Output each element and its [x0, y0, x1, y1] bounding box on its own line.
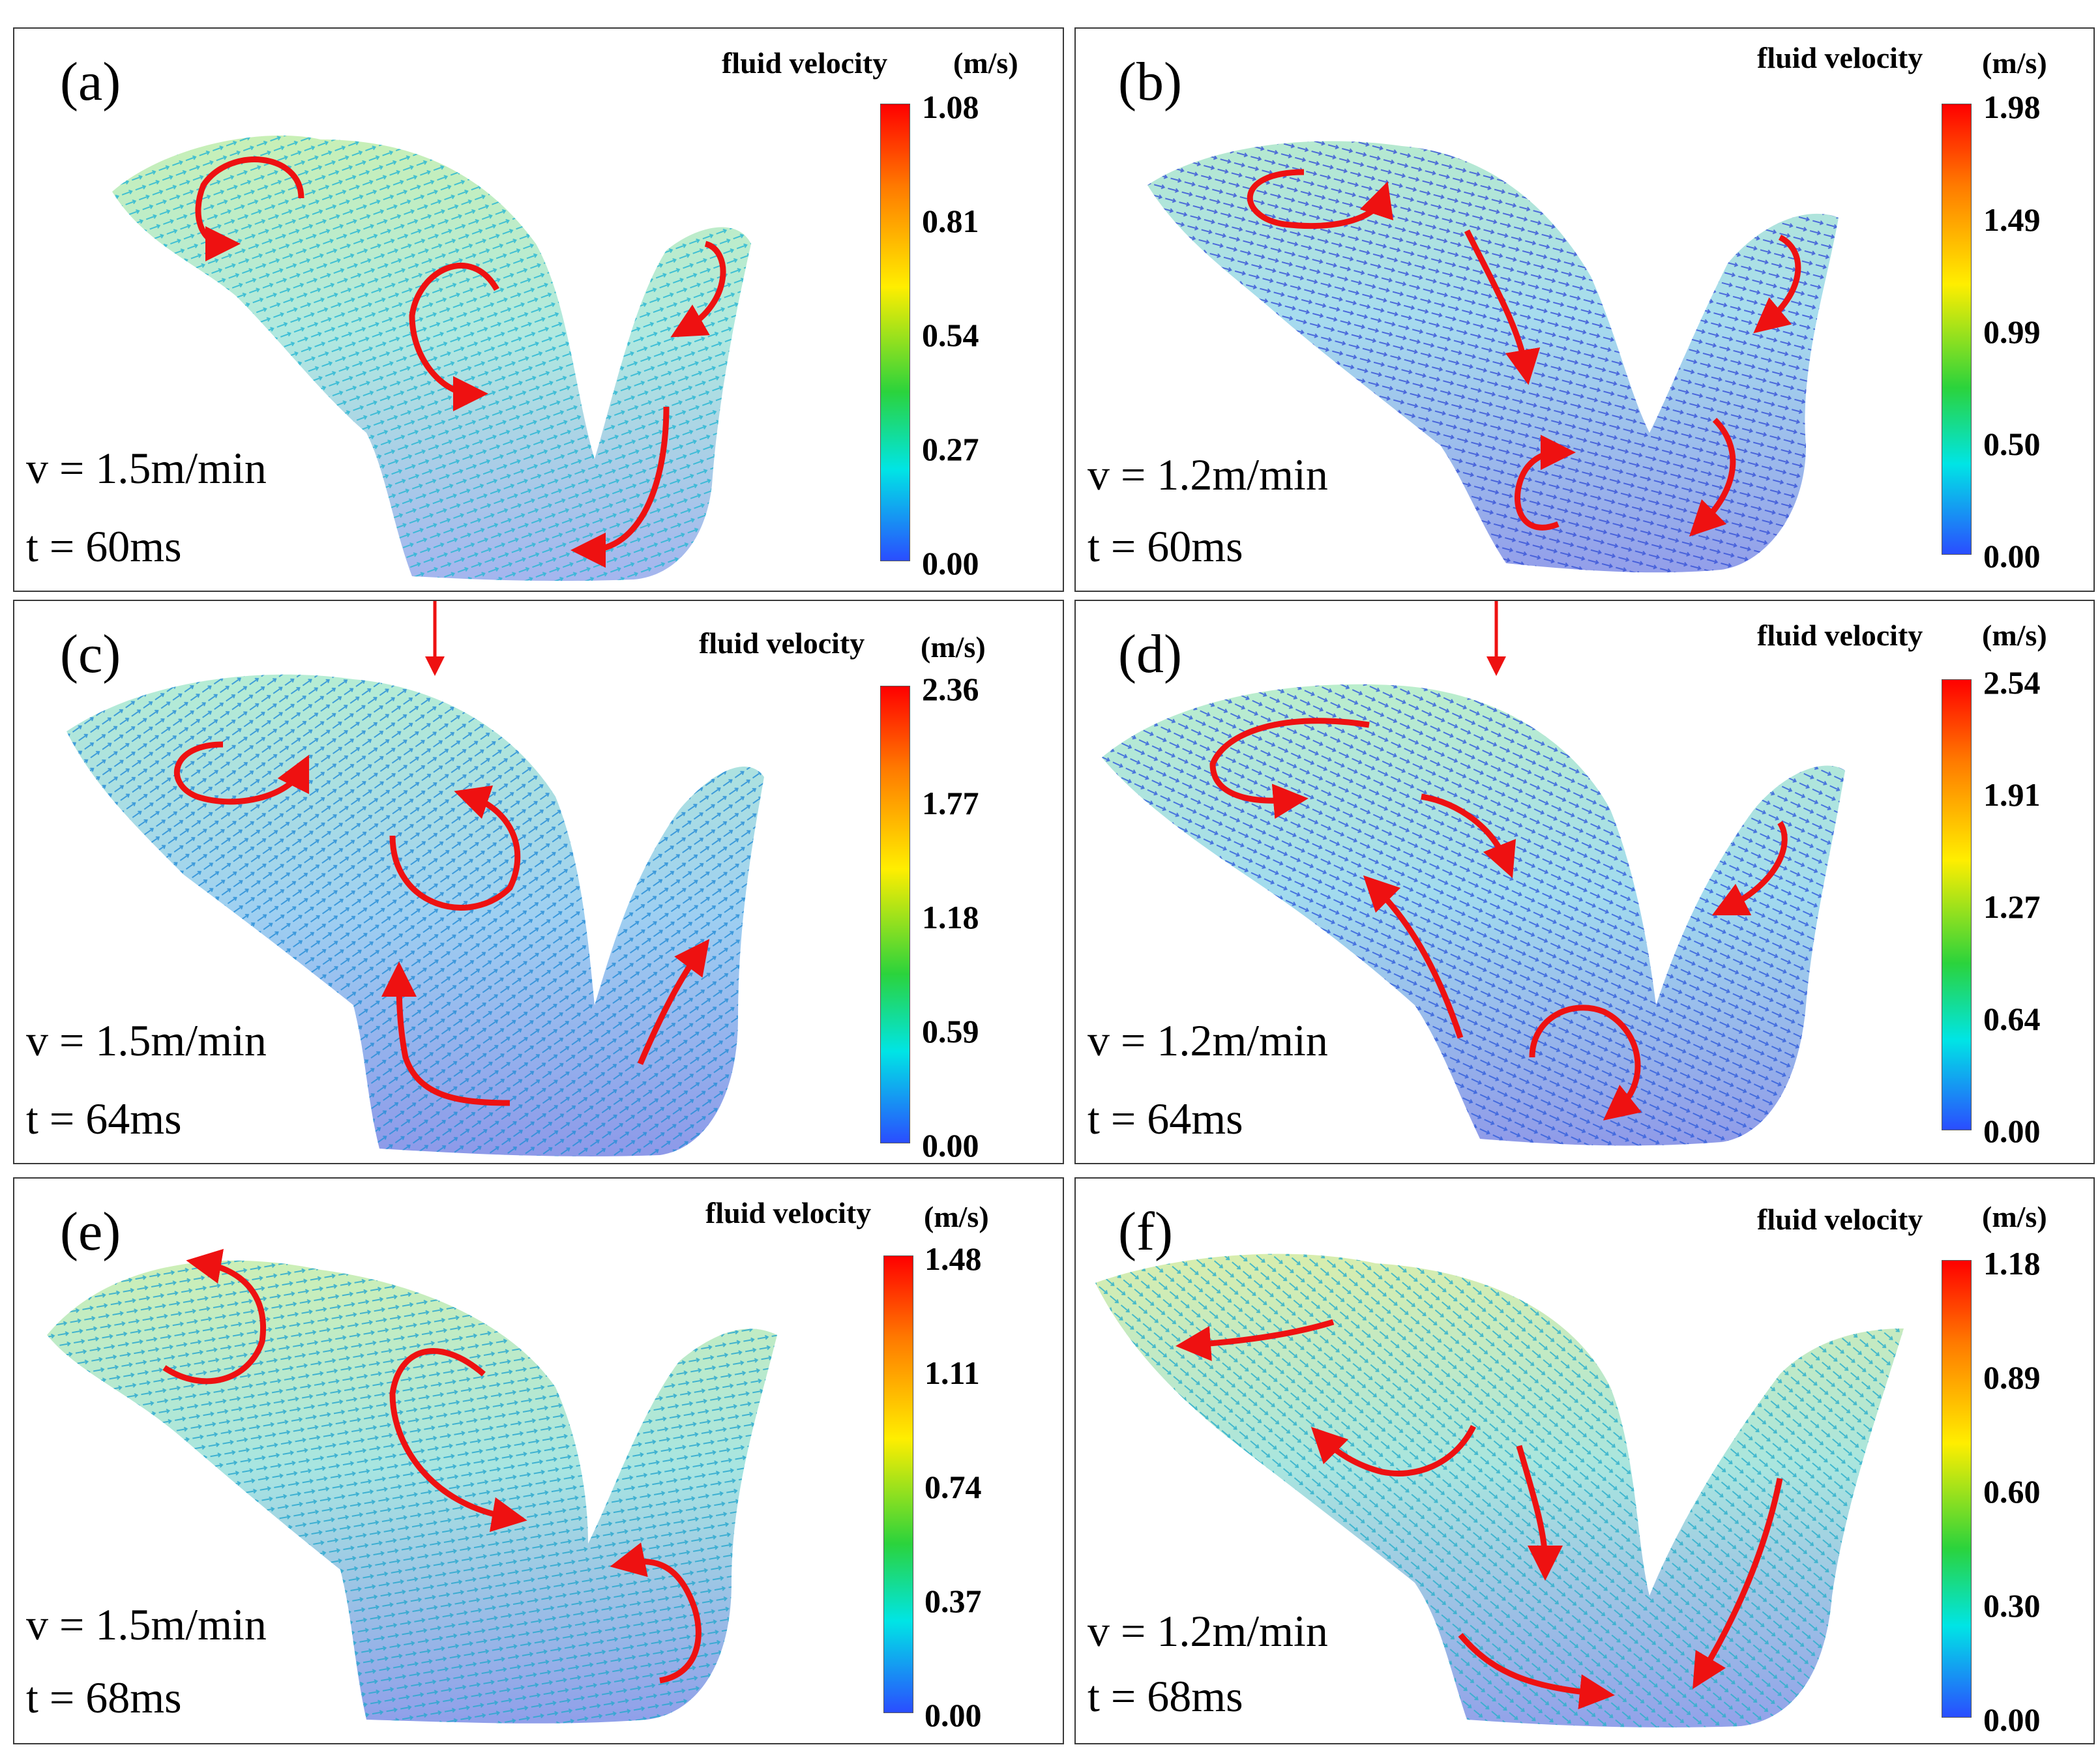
colorbar-tick-d-0: 2.54	[1983, 664, 2041, 701]
time-stamp-d: t = 64ms	[1087, 1094, 1243, 1143]
colorbar-d	[1942, 679, 1972, 1130]
colorbar-title-c: fluid velocity	[699, 626, 865, 660]
velocity-condition-b: v = 1.2m/min	[1087, 450, 1328, 499]
colorbar-tick-e-0: 1.48	[924, 1241, 982, 1277]
vortex-arrows-e	[162, 1248, 702, 1684]
colorbar-tick-c-1: 1.77	[922, 785, 979, 821]
colorbar-tick-f-1: 0.89	[1983, 1359, 2041, 1396]
colorbar-unit-f: (m/s)	[1982, 1200, 2047, 1233]
colorbar-tick-b-2: 0.99	[1983, 314, 2041, 350]
velocity-field-e	[47, 1248, 777, 1724]
colorbar-tick-b-0: 1.98	[1983, 89, 2041, 125]
velocity-condition-c: v = 1.5m/min	[26, 1016, 267, 1065]
colorbar-e	[883, 1255, 913, 1713]
time-stamp-a: t = 60ms	[26, 521, 182, 571]
panel-label-a: (a)	[60, 51, 121, 112]
colorbar-title-e: fluid velocity	[705, 1196, 872, 1229]
colorbar-b	[1942, 104, 1972, 555]
panel-f: (f) v = 1.2m/min t = 68ms fluid velocity…	[1074, 1177, 2095, 1744]
colorbar-tick-a-4: 0.00	[922, 545, 979, 581]
panel-a: (a) v = 1.5m/min t = 60ms fluid velocity…	[13, 27, 1064, 592]
velocity-field-c	[67, 601, 764, 1156]
colorbar-title-b: fluid velocity	[1757, 41, 1923, 74]
colorbar-tick-c-4: 0.00	[922, 1127, 979, 1164]
colorbar-c	[880, 686, 910, 1143]
velocity-condition-a: v = 1.5m/min	[26, 443, 267, 493]
velocity-field-f	[1095, 1254, 1904, 1727]
colorbar-f	[1942, 1260, 1972, 1718]
colorbar-tick-b-1: 1.49	[1983, 201, 2041, 238]
colorbar-tick-f-2: 0.60	[1983, 1473, 2041, 1510]
colorbar-tick-b-4: 0.00	[1983, 538, 2041, 574]
panel-e: (e) v = 1.5m/min t = 68ms fluid velocity…	[13, 1177, 1064, 1744]
colorbar-tick-a-0: 1.08	[922, 89, 979, 125]
colorbar-tick-f-3: 0.30	[1983, 1587, 2041, 1624]
colorbar-tick-e-2: 0.74	[924, 1469, 982, 1505]
colorbar-tick-a-3: 0.27	[922, 431, 979, 467]
colorbar-tick-a-2: 0.54	[922, 317, 979, 353]
time-stamp-e: t = 68ms	[26, 1673, 182, 1722]
velocity-field-a	[112, 135, 751, 581]
colorbar-tick-c-2: 1.18	[922, 899, 979, 935]
colorbar-tick-f-0: 1.18	[1983, 1245, 2041, 1282]
colorbar-tick-d-2: 1.27	[1983, 888, 2041, 925]
velocity-condition-e: v = 1.5m/min	[26, 1600, 267, 1649]
panel-b: (b) v = 1.2m/min t = 60ms fluid velocity…	[1074, 27, 2095, 592]
velocity-field-d	[1102, 601, 1845, 1146]
colorbar-tick-c-3: 0.59	[922, 1013, 979, 1050]
time-stamp-b: t = 60ms	[1087, 521, 1243, 571]
time-stamp-f: t = 68ms	[1087, 1671, 1243, 1721]
colorbar-tick-b-3: 0.50	[1983, 426, 2041, 462]
colorbar-tick-d-1: 1.91	[1983, 776, 2041, 813]
vortex-arrows-c	[174, 741, 710, 1106]
colorbar-tick-f-4: 0.00	[1983, 1701, 2041, 1738]
colorbar-tick-e-4: 0.00	[924, 1697, 982, 1733]
colorbar-title-f: fluid velocity	[1757, 1203, 1923, 1236]
panel-d: (d) v = 1.2m/min t = 64ms fluid velocity…	[1074, 600, 2095, 1164]
vortex-arrows-f	[1176, 1319, 1783, 1710]
panel-c: (c) v = 1.5m/min t = 64ms fluid velocity…	[13, 600, 1064, 1164]
colorbar-tick-d-3: 0.64	[1983, 1001, 2041, 1037]
colorbar-tick-c-0: 2.36	[922, 671, 979, 707]
colorbar-unit-e: (m/s)	[924, 1200, 989, 1233]
vortex-arrows-b	[1247, 169, 1801, 537]
panel-label-f: (f)	[1118, 1201, 1173, 1262]
vortex-arrows-d	[1209, 718, 1788, 1121]
colorbar-a	[880, 104, 910, 561]
panel-label-b: (b)	[1118, 51, 1182, 112]
panel-label-c: (c)	[60, 624, 121, 684]
panel-label-e: (e)	[60, 1201, 121, 1262]
colorbar-tick-e-3: 0.37	[924, 1583, 982, 1619]
colorbar-unit-c: (m/s)	[921, 630, 986, 664]
colorbar-title-a: fluid velocity	[722, 46, 888, 80]
vortex-arrows-a	[195, 156, 726, 568]
colorbar-title-d: fluid velocity	[1757, 619, 1923, 652]
colorbar-unit-b: (m/s)	[1982, 46, 2047, 80]
colorbar-unit-a: (m/s)	[953, 46, 1018, 80]
colorbar-tick-a-1: 0.81	[922, 203, 979, 239]
colorbar-tick-e-1: 1.11	[924, 1355, 980, 1391]
colorbar-tick-d-4: 0.00	[1983, 1113, 2041, 1149]
velocity-condition-d: v = 1.2m/min	[1087, 1016, 1328, 1065]
velocity-field-b	[1147, 141, 1839, 573]
time-stamp-c: t = 64ms	[26, 1094, 182, 1143]
colorbar-unit-d: (m/s)	[1982, 619, 2047, 652]
velocity-condition-f: v = 1.2m/min	[1087, 1606, 1328, 1656]
panel-label-d: (d)	[1118, 624, 1182, 684]
